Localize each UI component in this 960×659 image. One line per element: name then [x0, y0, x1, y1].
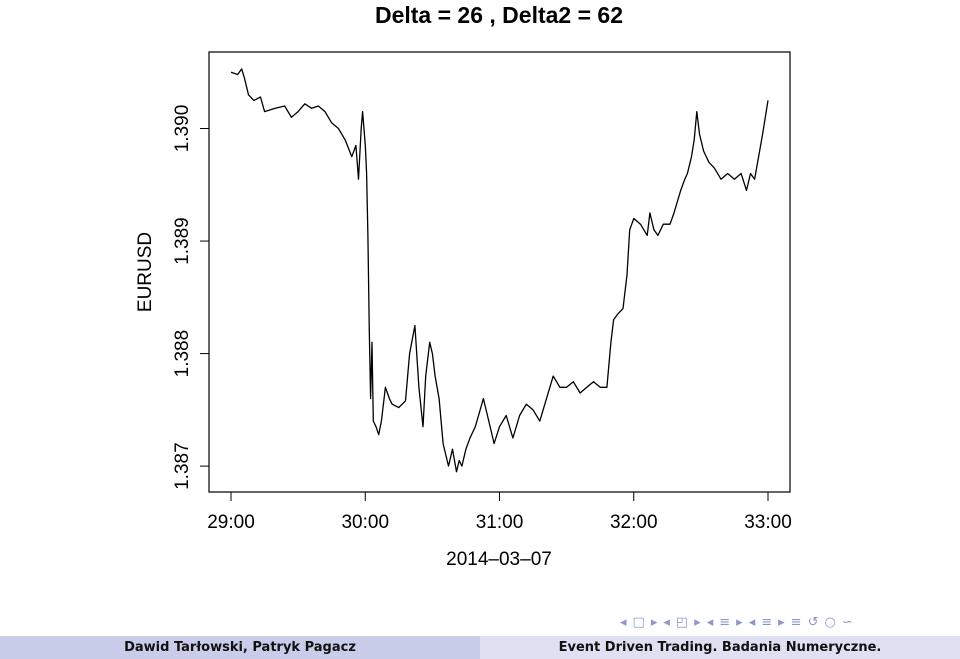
footer: Dawid Tarłowski, Patryk Pagacz Event Dri… — [0, 636, 960, 659]
x-tick-label: 30:00 — [341, 512, 389, 533]
nav-next-section-icon[interactable]: ▸ — [736, 614, 743, 630]
x-tick-label: 33:00 — [744, 512, 792, 533]
footer-title: Event Driven Trading. Badania Numeryczne… — [480, 636, 960, 659]
nav-subsection-icon[interactable]: ◰ — [675, 614, 689, 630]
chart-title: Delta = 26 , Delta2 = 62 — [375, 2, 623, 28]
x-tick-label: 32:00 — [610, 512, 658, 533]
nav-prev-document-icon[interactable]: ◂ — [748, 614, 756, 630]
nav-forward-icon[interactable]: ∽ — [841, 614, 853, 630]
nav-prev-frame-icon[interactable]: ◂ — [620, 614, 627, 630]
y-tick-label: 1.388 — [172, 330, 193, 378]
nav-align-icon[interactable]: ≡ — [790, 614, 802, 630]
x-tick-label: 31:00 — [476, 512, 524, 533]
nav-next-frame-icon[interactable]: ▸ — [650, 614, 658, 630]
nav-document-icon[interactable]: ≡ — [761, 614, 773, 630]
nav-frame-icon[interactable]: □ — [632, 614, 645, 630]
x-tick-label: 29:00 — [207, 512, 255, 533]
x-axis: 29:00 30:00 31:00 32:00 33:00 — [207, 491, 792, 533]
nav-section-icon[interactable]: ≡ — [719, 614, 731, 630]
footer-authors: Dawid Tarłowski, Patryk Pagacz — [0, 636, 480, 659]
nav-prev-subsection-icon[interactable]: ◂ — [663, 614, 670, 630]
nav-prev-section-icon[interactable]: ◂ — [706, 614, 714, 630]
y-tick-label: 1.389 — [172, 217, 193, 265]
y-axis: 1.387 1.388 1.389 1.390 — [172, 105, 210, 490]
y-tick-label: 1.390 — [172, 105, 193, 153]
nav-next-subsection-icon[interactable]: ▸ — [694, 614, 701, 630]
nav-next-document-icon[interactable]: ▸ — [778, 614, 785, 630]
price-series-line — [230, 68, 769, 473]
nav-search-icon[interactable]: ○ — [824, 614, 836, 630]
nav-back-icon[interactable]: ↺ — [807, 614, 819, 630]
beamer-navigation: ◂ □ ▸ ◂ ◰ ▸ ◂ ≡ ▸ ◂ ≡ ▸ ≡ ↺ ○ ∽ — [620, 612, 853, 632]
x-axis-label: 2014–03–07 — [446, 549, 552, 570]
y-tick-label: 1.387 — [172, 442, 193, 490]
y-axis-label: EURUSD — [135, 232, 156, 312]
